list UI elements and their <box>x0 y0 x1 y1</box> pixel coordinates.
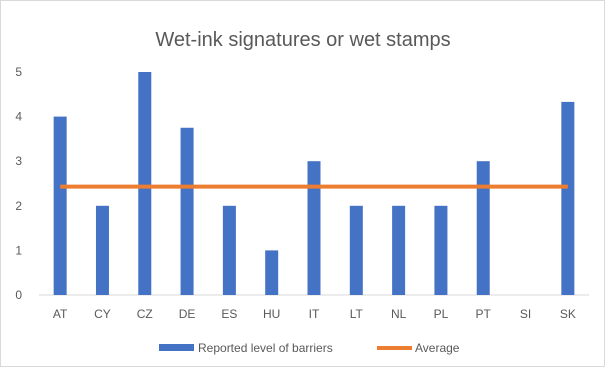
x-tick-label-it: IT <box>309 307 320 321</box>
y-tick-label: 4 <box>15 110 22 124</box>
y-tick-label: 3 <box>15 154 22 168</box>
bar-de <box>180 127 194 295</box>
bar-sk <box>561 101 575 295</box>
bar-pl <box>434 205 448 295</box>
bar-nl <box>392 205 406 295</box>
x-tick-label-hu: HU <box>263 307 280 321</box>
bar-it <box>307 161 321 295</box>
x-tick-label-sk: SK <box>560 307 576 321</box>
y-tick-label: 0 <box>15 288 22 302</box>
legend: Reported level of barriers Average <box>159 341 460 355</box>
bar-at <box>53 116 67 295</box>
x-axis-labels: AT CY CZ DE ES HU IT LT NL PL PT SI SK <box>53 307 576 321</box>
x-tick-label-lt: LT <box>350 307 364 321</box>
y-tick-label: 2 <box>15 199 22 213</box>
x-tick-label-cz: CZ <box>137 307 153 321</box>
bar-hu <box>265 250 279 295</box>
x-tick-label-at: AT <box>53 307 68 321</box>
x-tick-label-cy: CY <box>94 307 111 321</box>
x-tick-label-si: SI <box>520 307 531 321</box>
y-tick-label: 5 <box>15 65 22 79</box>
bar-es <box>222 205 236 295</box>
bar-cy <box>95 205 109 295</box>
legend-label-average: Average <box>415 341 460 355</box>
legend-label-bars: Reported level of barriers <box>198 341 333 355</box>
bar-cz <box>138 72 152 295</box>
x-tick-label-nl: NL <box>391 307 407 321</box>
bars <box>53 72 575 295</box>
x-tick-label-pl: PL <box>434 307 449 321</box>
x-tick-label-es: ES <box>221 307 237 321</box>
bar-pt <box>476 161 490 295</box>
x-tick-label-pt: PT <box>476 307 492 321</box>
legend-swatch-bars <box>159 344 194 351</box>
x-tick-label-de: DE <box>179 307 196 321</box>
y-tick-label: 1 <box>15 243 22 257</box>
chart-title: Wet-ink signatures or wet stamps <box>155 29 450 51</box>
y-axis-labels: 0 1 2 3 4 5 <box>15 65 22 302</box>
bar-lt <box>349 205 363 295</box>
